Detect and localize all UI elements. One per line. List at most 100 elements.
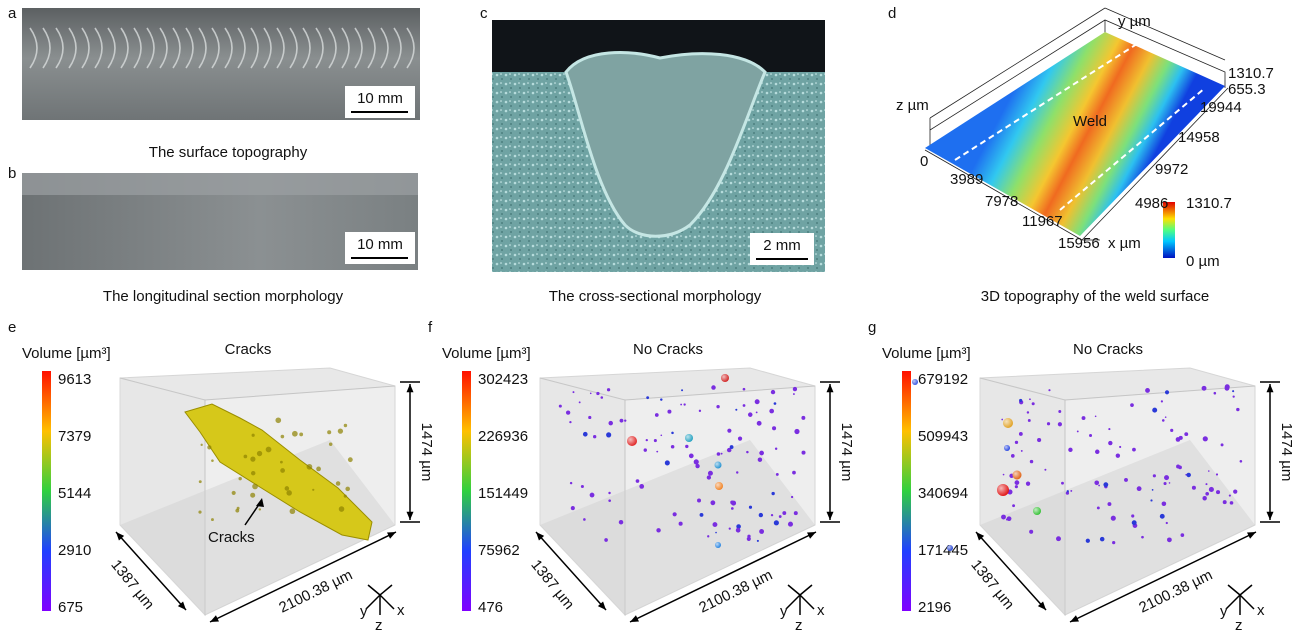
pore — [1216, 490, 1220, 494]
pore — [1086, 539, 1090, 543]
pore — [1108, 441, 1112, 445]
pore — [1233, 489, 1237, 493]
pore-shine — [715, 542, 721, 548]
pore — [646, 439, 648, 441]
pore — [566, 410, 570, 414]
pore — [746, 451, 748, 453]
pore — [792, 471, 796, 475]
pore — [1179, 436, 1183, 440]
axis-label: y — [1220, 603, 1228, 620]
pore — [620, 419, 624, 423]
pore — [748, 412, 753, 417]
colorbar-tick-label: 679192 — [918, 371, 968, 388]
colorbar-tick-label: 75962 — [478, 542, 520, 559]
pore — [1095, 415, 1097, 417]
pore — [788, 522, 793, 527]
dimension-depth: 1387 µm — [967, 557, 1017, 613]
crack-speck — [237, 507, 240, 510]
pore-shine — [997, 484, 1009, 496]
pore — [1015, 480, 1020, 485]
crack-speck — [275, 417, 281, 423]
pore — [604, 538, 608, 542]
pore — [1095, 450, 1099, 454]
pore — [1160, 514, 1165, 519]
pore — [1165, 416, 1167, 418]
pore — [636, 479, 640, 483]
figure: a10 mmThe surface topographyb10 mmThe lo… — [0, 0, 1312, 634]
pore — [1164, 482, 1167, 485]
pore — [1221, 443, 1224, 446]
pore-shine — [685, 434, 693, 442]
pore — [1070, 490, 1072, 492]
crack-speck — [232, 491, 236, 495]
scale-label: 10 mm — [357, 90, 403, 107]
pore — [1208, 470, 1210, 472]
pore — [665, 460, 670, 465]
pore — [730, 445, 734, 449]
crack-speck — [339, 506, 345, 512]
pore — [695, 464, 699, 468]
pore — [1216, 473, 1218, 475]
scale-label: 10 mm — [357, 236, 403, 253]
pore — [707, 475, 711, 479]
pore — [1236, 408, 1239, 411]
y-tick-label: 14958 — [1178, 129, 1220, 146]
crack-speck — [257, 451, 262, 456]
pore — [779, 515, 782, 518]
pore — [1116, 453, 1120, 457]
crack-speck — [345, 487, 350, 492]
crack-speck — [252, 484, 258, 490]
scale-label: 2 mm — [763, 237, 801, 254]
colorbar-tick-label: 5144 — [58, 485, 91, 502]
caption: The longitudinal section morphology — [103, 288, 344, 305]
pore — [673, 512, 677, 516]
pore — [758, 457, 762, 461]
pore — [699, 410, 701, 412]
pore — [671, 445, 675, 449]
crack-speck — [344, 424, 347, 427]
pore — [1119, 446, 1121, 448]
colorbar — [462, 371, 471, 611]
axis-label: z — [1235, 617, 1243, 634]
pore — [1162, 501, 1167, 506]
axis-arrow — [786, 595, 800, 609]
pore — [1205, 483, 1207, 485]
x-tick-label: 0 — [920, 153, 928, 170]
axis-arrow — [800, 595, 814, 609]
pore — [1103, 482, 1108, 487]
pore — [1164, 475, 1169, 480]
pore — [559, 405, 562, 408]
axis-label: z — [375, 617, 383, 634]
pore — [712, 522, 717, 527]
pore — [1130, 403, 1134, 407]
panel-label: a — [8, 5, 17, 22]
pore — [1232, 390, 1234, 392]
crack-speck — [266, 447, 272, 453]
pore — [1214, 392, 1217, 395]
pore — [679, 522, 683, 526]
pore — [749, 506, 752, 509]
pore — [735, 409, 737, 411]
pore — [654, 439, 657, 442]
pore — [685, 445, 688, 448]
pore — [655, 413, 659, 417]
pore — [1230, 501, 1234, 505]
pore — [776, 473, 779, 476]
pore — [1176, 465, 1180, 469]
crack-speck — [290, 508, 296, 514]
crack-speck — [199, 480, 202, 483]
pore — [755, 399, 760, 404]
x-tick-label: 15956 — [1058, 235, 1100, 252]
pore — [608, 499, 611, 502]
crack-speck — [316, 467, 321, 472]
panel-f: fVolume [µm³]30242322693615144975962476N… — [428, 319, 855, 634]
pore — [1027, 411, 1029, 413]
pore — [1082, 416, 1086, 420]
pore-shine — [627, 436, 637, 446]
pore — [756, 411, 758, 413]
crack-speck — [211, 459, 214, 462]
pore — [1067, 490, 1069, 492]
pore — [681, 389, 683, 391]
pore — [759, 513, 763, 517]
pore — [570, 482, 572, 484]
